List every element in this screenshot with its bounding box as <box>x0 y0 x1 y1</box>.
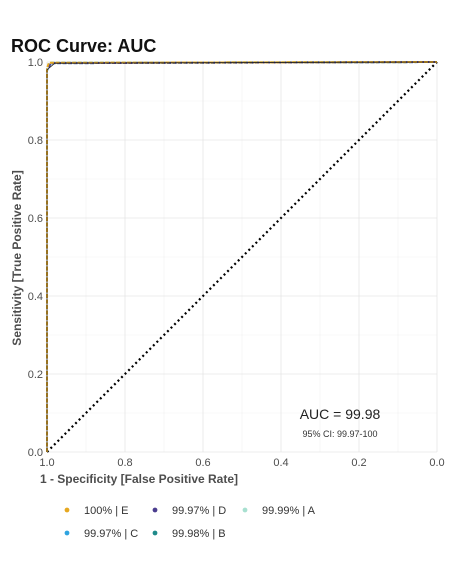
legend-label: 100% | E <box>84 505 128 517</box>
y-tick-label: 0.8 <box>28 135 43 147</box>
x-tick-label: 0.8 <box>117 457 132 469</box>
legend-swatch <box>242 507 248 513</box>
x-tick-label: 1.0 <box>39 457 54 469</box>
legend-label: 99.97% | D <box>172 505 226 517</box>
roc-series-line <box>46 61 438 452</box>
x-tick-label: 0.0 <box>429 457 444 469</box>
legend: 100% | E 99.97% | D 99.99% | A 99.97% | C 99… <box>64 505 316 540</box>
ci-annotation: 95% CI: 99.97-100 <box>302 429 377 439</box>
chart-title: ROC Curve: AUC <box>11 36 156 56</box>
tick-labels: 1.0 0.8 0.6 0.4 0.2 0.0 0.0 0.2 0.4 0.6 0.8 1.0 <box>28 57 445 469</box>
roc-outline-line <box>46 61 438 452</box>
legend-swatch <box>152 530 158 536</box>
y-tick-label: 0.0 <box>28 447 43 459</box>
x-tick-label: 0.6 <box>195 457 210 469</box>
legend-label: 99.99% | A <box>262 505 316 517</box>
reference-diagonal-line <box>46 61 438 453</box>
y-axis-title: Sensitivity [True Positive Rate] <box>10 170 24 345</box>
legend-item: 99.97% | D <box>152 505 226 517</box>
y-tick-label: 0.4 <box>28 291 43 303</box>
series-layer <box>46 61 438 452</box>
reference-line-layer <box>46 61 438 453</box>
legend-swatch <box>64 530 70 536</box>
legend-item: 99.99% | A <box>242 505 316 517</box>
legend-label: 99.98% | B <box>172 528 226 540</box>
y-tick-label: 0.6 <box>28 213 43 225</box>
x-tick-label: 0.2 <box>351 457 366 469</box>
y-tick-label: 1.0 <box>28 57 43 69</box>
x-axis-title: 1 - Specificity [False Positive Rate] <box>40 472 238 486</box>
auc-annotation: AUC = 99.98 <box>300 406 381 422</box>
legend-label: 99.97% | C <box>84 528 138 540</box>
legend-item: 99.98% | B <box>152 528 226 540</box>
legend-swatch <box>64 507 70 513</box>
legend-swatch <box>152 507 158 513</box>
y-tick-label: 0.2 <box>28 369 43 381</box>
x-tick-label: 0.4 <box>273 457 288 469</box>
legend-item: 100% | E <box>64 505 128 517</box>
legend-item: 99.97% | C <box>64 528 138 540</box>
